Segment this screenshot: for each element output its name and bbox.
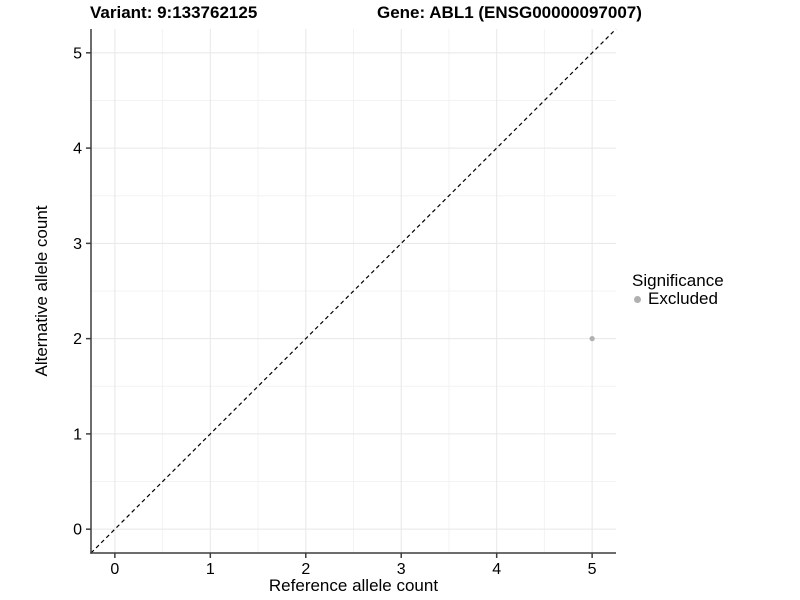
plot-title-variant: Variant: 9:133762125	[90, 3, 258, 22]
legend: Significance Excluded	[632, 272, 724, 308]
y-axis-title: Alternative allele count	[32, 205, 51, 377]
legend-entry: Excluded	[632, 290, 724, 308]
x-tick-label: 2	[301, 561, 310, 578]
y-tick-label: 4	[73, 141, 82, 158]
x-tick-label: 1	[206, 561, 215, 578]
legend-entry-label: Excluded	[648, 289, 718, 308]
y-tick-label: 3	[73, 236, 82, 253]
x-tick-label: 3	[397, 561, 406, 578]
y-tick-label: 5	[73, 45, 82, 62]
x-axis-title: Reference allele count	[268, 576, 439, 595]
plot-title-gene: Gene: ABL1 (ENSG00000097007)	[377, 3, 642, 22]
y-tick-label: 1	[73, 426, 82, 443]
x-tick-label: 4	[492, 561, 501, 578]
identity-line	[90, 28, 617, 554]
x-tick-label: 5	[588, 561, 597, 578]
legend-title: Significance	[632, 271, 724, 290]
data-point	[589, 336, 595, 342]
y-tick-label: 2	[73, 331, 82, 348]
legend-dot-icon	[634, 295, 641, 303]
x-tick-label: 0	[110, 561, 119, 578]
y-tick-label: 0	[73, 522, 82, 539]
